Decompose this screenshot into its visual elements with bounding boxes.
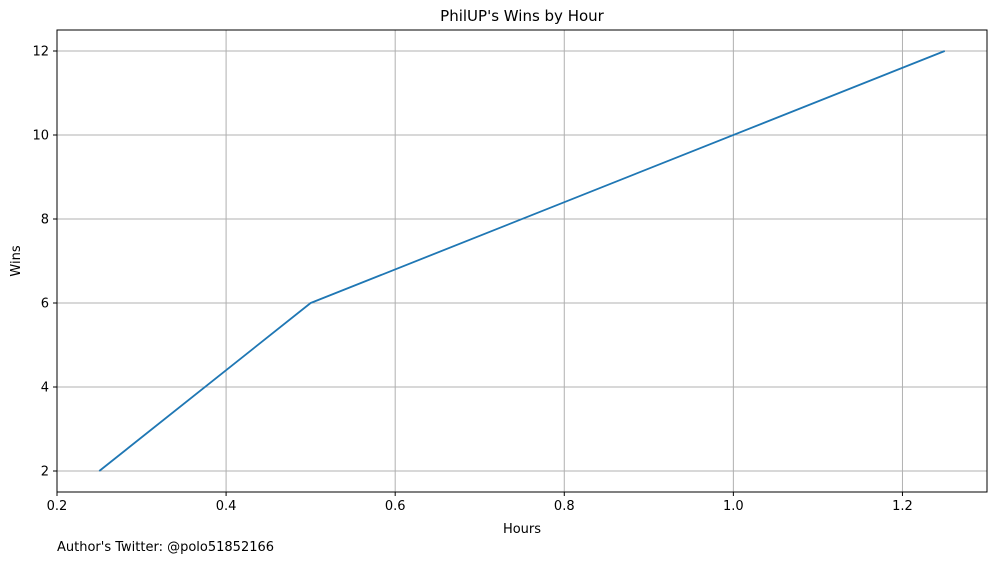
y-tick-label: 2 <box>41 465 49 480</box>
grid <box>56 30 987 492</box>
y-tick-label: 4 <box>41 381 49 396</box>
x-tick-label: 1.2 <box>892 499 913 514</box>
chart-title: PhilUP's Wins by Hour <box>440 7 605 25</box>
x-axis-title: Hours <box>503 522 541 537</box>
y-tick-label: 8 <box>41 213 49 228</box>
plot-frame <box>56 29 988 493</box>
series-line <box>98 50 946 472</box>
series-layer <box>98 50 946 472</box>
y-tick-label: 12 <box>32 45 49 60</box>
ticks: 0.2 0.4 0.6 0.8 1.0 1.2 2 4 6 8 10 12 <box>32 45 912 515</box>
y-tick-label: 10 <box>32 129 49 144</box>
x-tick-label: 1.0 <box>723 499 744 514</box>
y-tick-label: 6 <box>41 297 49 312</box>
x-tick-label: 0.6 <box>385 499 406 514</box>
y-axis-title: Wins <box>9 245 24 276</box>
author-twitter-note: Author's Twitter: @polo51852166 <box>57 540 274 555</box>
x-tick-label: 0.8 <box>554 499 575 514</box>
x-tick-label: 0.2 <box>47 499 68 514</box>
x-tick-label: 0.4 <box>216 499 237 514</box>
